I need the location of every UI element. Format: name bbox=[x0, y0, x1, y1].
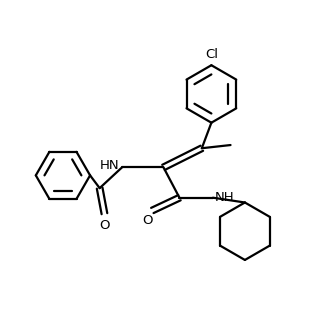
Text: O: O bbox=[142, 214, 153, 227]
Text: NH: NH bbox=[215, 191, 234, 204]
Text: HN: HN bbox=[100, 159, 119, 172]
Text: Cl: Cl bbox=[205, 48, 218, 62]
Text: O: O bbox=[99, 219, 110, 232]
